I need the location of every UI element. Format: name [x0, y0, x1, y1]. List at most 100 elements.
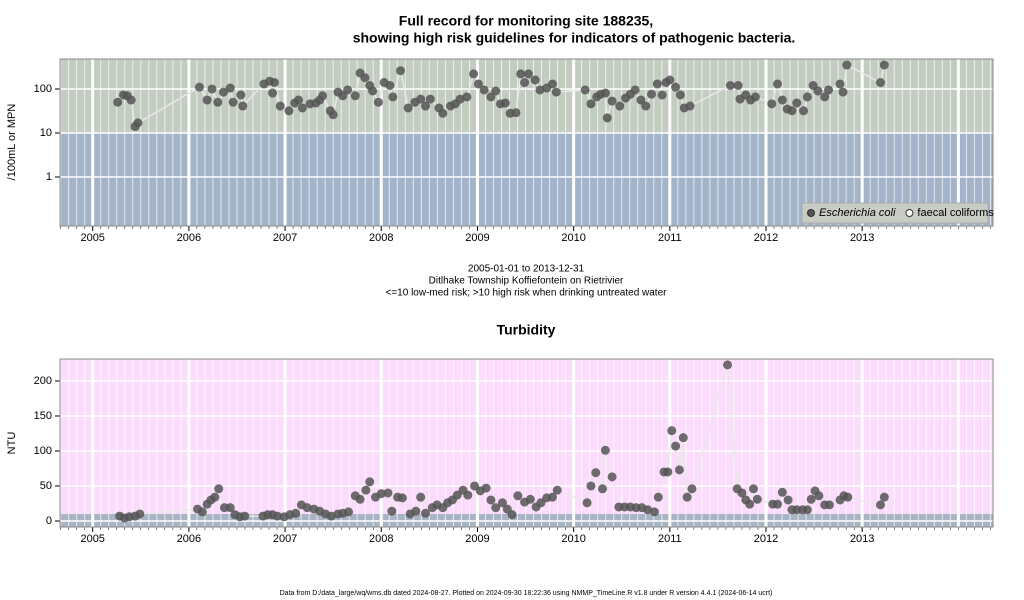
data-point	[813, 86, 823, 96]
y-axis-label: /100mL or MPN	[6, 104, 18, 181]
data-point	[787, 106, 797, 116]
data-point	[513, 491, 523, 501]
x-tick-label: 2013	[850, 533, 874, 545]
data-point	[395, 66, 405, 76]
data-point	[641, 101, 651, 111]
data-point	[511, 108, 521, 118]
data-point	[547, 79, 557, 89]
legend	[801, 202, 989, 224]
data-point	[607, 472, 617, 482]
data-point	[479, 85, 489, 95]
chart-title: showing high risk guidelines for indicat…	[353, 30, 796, 46]
data-point	[500, 98, 510, 108]
data-point	[547, 492, 557, 502]
data-point	[597, 484, 607, 494]
data-point	[387, 506, 397, 516]
data-point	[615, 101, 625, 111]
data-point	[365, 477, 375, 487]
x-tick-label: 2011	[658, 533, 682, 545]
data-point	[802, 92, 812, 102]
data-point	[671, 82, 681, 92]
data-point	[652, 79, 662, 89]
data-point	[602, 113, 612, 123]
data-point	[678, 433, 688, 443]
data-point	[463, 490, 473, 500]
data-point	[361, 485, 371, 495]
data-point	[240, 511, 250, 521]
data-point	[783, 495, 793, 505]
data-point	[207, 84, 217, 94]
data-point	[397, 493, 407, 503]
data-point	[591, 468, 601, 478]
data-point	[135, 509, 145, 519]
data-point	[219, 87, 229, 97]
data-point	[630, 85, 640, 95]
data-point	[799, 106, 809, 116]
data-point	[580, 85, 590, 95]
data-point	[685, 101, 695, 111]
data-point	[294, 95, 304, 105]
x-tick-label: 2006	[177, 533, 201, 545]
data-point	[225, 503, 235, 513]
y-tick-label: 200	[34, 375, 52, 387]
data-point	[368, 86, 378, 96]
data-point	[502, 504, 512, 514]
data-point	[523, 69, 533, 79]
data-point	[551, 87, 561, 97]
data-point	[213, 97, 223, 107]
y-axis-label: NTU	[6, 432, 18, 455]
data-point	[469, 69, 479, 79]
data-point	[653, 492, 663, 502]
x-tick-label: 2010	[561, 533, 585, 545]
data-point	[197, 507, 207, 517]
data-point	[486, 495, 496, 505]
x-tick-label: 2012	[754, 232, 778, 244]
data-point	[777, 487, 787, 497]
x-tick-label: 2009	[465, 232, 489, 244]
data-point	[843, 492, 853, 502]
data-point	[586, 99, 596, 109]
data-point	[291, 508, 301, 518]
data-point	[665, 75, 675, 85]
data-point	[462, 92, 472, 102]
data-point	[733, 80, 743, 90]
data-point	[682, 492, 692, 502]
data-point	[687, 484, 697, 494]
data-point	[802, 505, 812, 515]
data-point	[416, 94, 426, 104]
data-point	[842, 60, 852, 70]
data-point	[838, 87, 848, 97]
data-point	[649, 507, 659, 517]
x-tick-label: 2012	[754, 533, 778, 545]
x-tick-label: 2005	[80, 533, 104, 545]
data-point	[748, 484, 758, 494]
data-point	[773, 499, 783, 509]
data-point	[777, 95, 787, 105]
data-point	[284, 106, 294, 116]
x-tick-label: 2010	[561, 232, 585, 244]
data-point	[416, 492, 426, 502]
x-tick-label: 2013	[850, 232, 874, 244]
data-point	[491, 503, 501, 513]
data-point	[411, 506, 421, 516]
data-point	[835, 79, 845, 89]
data-point	[814, 491, 824, 501]
y-tick-label: 100	[34, 445, 52, 457]
data-point	[647, 89, 657, 99]
legend-marker	[807, 209, 815, 217]
note: 2005-01-01 to 2013-12-31	[468, 264, 585, 275]
data-point	[750, 92, 760, 102]
data-point	[373, 97, 383, 107]
data-point	[725, 80, 735, 90]
data-point	[586, 481, 596, 491]
note: Ditlhake Township Koffiefontein on Rietr…	[429, 276, 624, 287]
data-point	[238, 101, 248, 111]
data-point	[225, 83, 235, 93]
data-point	[525, 494, 535, 504]
data-point	[516, 69, 526, 79]
data-point	[600, 445, 610, 455]
data-point	[879, 60, 889, 70]
data-point	[385, 80, 395, 90]
data-point	[875, 78, 885, 88]
